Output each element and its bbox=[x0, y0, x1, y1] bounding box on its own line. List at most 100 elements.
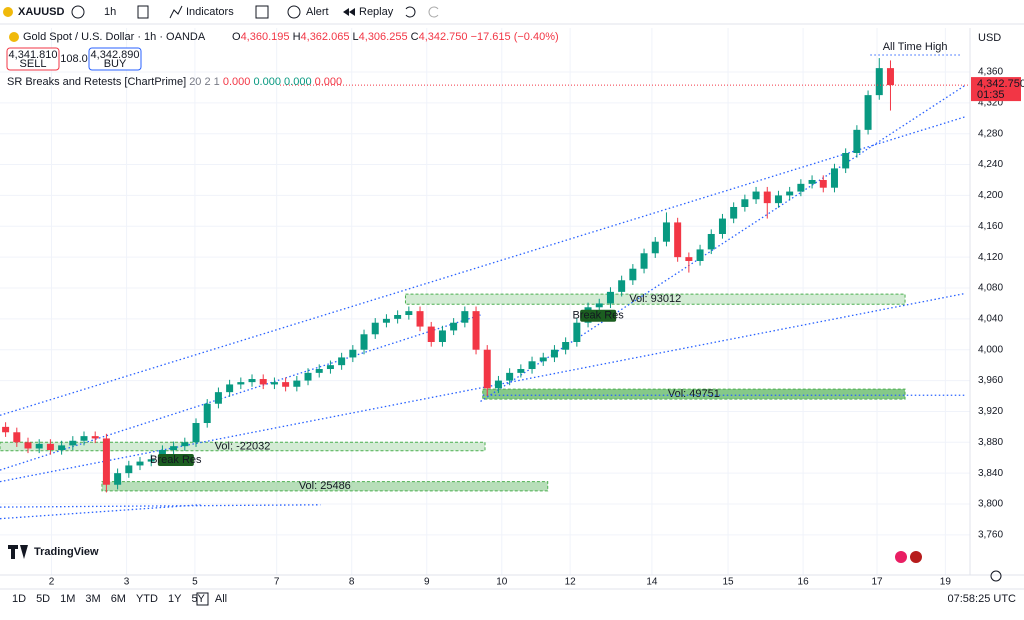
y-tick-label: 3,840 bbox=[978, 468, 1003, 479]
candle-body bbox=[214, 392, 222, 404]
break-label: Break Res bbox=[150, 454, 202, 466]
candle-body bbox=[685, 257, 693, 261]
currency[interactable]: USD bbox=[978, 32, 1001, 44]
layouts[interactable] bbox=[255, 5, 269, 19]
ath-label: All Time High bbox=[883, 41, 948, 53]
replay[interactable]: Replay bbox=[359, 6, 394, 18]
candle-body bbox=[237, 382, 245, 385]
y-tick-label: 4,200 bbox=[978, 190, 1003, 201]
candle-body bbox=[528, 361, 536, 370]
logo: TradingView bbox=[34, 546, 99, 558]
buy-button[interactable] bbox=[88, 47, 142, 71]
y-tick-label: 3,800 bbox=[978, 499, 1003, 510]
range-button[interactable]: 1M bbox=[60, 593, 75, 605]
candle-body bbox=[394, 315, 402, 319]
candle-body bbox=[853, 129, 861, 153]
logo-mark bbox=[8, 545, 28, 559]
goto-date[interactable] bbox=[196, 592, 209, 606]
alert[interactable]: Alert bbox=[306, 6, 329, 18]
candle-body bbox=[606, 291, 614, 304]
undo[interactable] bbox=[405, 6, 416, 18]
range-button[interactable]: 3M bbox=[85, 593, 100, 605]
x-tick-label: 15 bbox=[722, 577, 734, 588]
change: −17.615 (−0.40%) bbox=[471, 31, 559, 43]
event-icon[interactable] bbox=[895, 551, 907, 563]
zone-label: Vol: 93012 bbox=[629, 293, 681, 305]
candle-body bbox=[494, 380, 502, 389]
y-tick-label: 4,320 bbox=[978, 97, 1003, 108]
label: L bbox=[353, 31, 359, 43]
candle-body bbox=[69, 440, 77, 446]
sell-label: SELL bbox=[20, 58, 47, 70]
candle-body bbox=[125, 465, 133, 474]
trend-line bbox=[480, 84, 966, 402]
candle-body bbox=[774, 195, 782, 204]
price-axis: 3,760 3,800 3,840 3,880 3,920 3,960 4,000 4,040… bbox=[978, 67, 1003, 541]
sr-zone bbox=[404, 293, 906, 305]
y-tick-label: 3,880 bbox=[978, 437, 1003, 448]
symbol[interactable]: XAUUSD bbox=[18, 6, 65, 18]
value: 4,342.750 bbox=[419, 31, 468, 43]
redo[interactable] bbox=[428, 6, 439, 18]
range-button[interactable]: 1Y bbox=[168, 593, 182, 605]
sell-price: 4,341.810 bbox=[9, 49, 58, 61]
candle-body bbox=[886, 68, 894, 86]
range-button[interactable]: All bbox=[215, 593, 227, 605]
clock: 07:58:25 UTC bbox=[948, 593, 1017, 605]
candle-body bbox=[248, 379, 256, 383]
candle-body bbox=[102, 438, 110, 485]
range-button[interactable]: 6M bbox=[111, 593, 126, 605]
candle-body bbox=[763, 191, 771, 204]
candle-body bbox=[80, 436, 88, 441]
indicators-icon bbox=[169, 5, 183, 19]
y-tick-label: 3,920 bbox=[978, 406, 1003, 417]
candle-body bbox=[326, 365, 334, 370]
candle-body bbox=[808, 179, 816, 184]
settings[interactable] bbox=[990, 570, 1002, 582]
last-price-box bbox=[971, 77, 1021, 102]
candle-body bbox=[405, 311, 413, 316]
trend-line bbox=[0, 504, 321, 508]
indicators[interactable]: Indicators bbox=[186, 6, 234, 18]
break-label-box bbox=[580, 309, 617, 322]
chart-type[interactable] bbox=[137, 5, 149, 19]
y-tick-label: 4,240 bbox=[978, 159, 1003, 170]
zone-label: Vol: 49751 bbox=[668, 388, 720, 400]
candle-body bbox=[2, 426, 10, 433]
sell-button[interactable] bbox=[6, 47, 60, 71]
candle-body bbox=[46, 443, 54, 451]
buy-price: 4,342.890 bbox=[91, 49, 140, 61]
range-button[interactable]: 1D bbox=[12, 593, 26, 605]
candle-body bbox=[730, 206, 738, 219]
range-button[interactable]: 5D bbox=[36, 593, 50, 605]
candle-body bbox=[438, 330, 446, 343]
label: C bbox=[411, 31, 419, 43]
candle-body bbox=[830, 168, 838, 188]
candle-body bbox=[170, 446, 178, 451]
candle-body bbox=[472, 311, 480, 350]
buy-label: BUY bbox=[104, 58, 127, 70]
add-symbol[interactable] bbox=[71, 5, 85, 19]
candle-body bbox=[338, 357, 346, 366]
candle-body bbox=[24, 442, 32, 449]
candle-body bbox=[819, 179, 827, 188]
candle-body bbox=[427, 326, 435, 343]
y-tick-label: 4,000 bbox=[978, 344, 1003, 355]
candle-body bbox=[517, 369, 525, 373]
range-button[interactable]: YTD bbox=[136, 593, 158, 605]
interval[interactable]: 1h bbox=[104, 6, 116, 18]
candle-body bbox=[13, 432, 21, 443]
candle-body bbox=[752, 191, 760, 200]
y-tick-label: 3,960 bbox=[978, 375, 1003, 386]
range-button[interactable]: 5Y bbox=[191, 593, 205, 605]
x-tick-label: 3 bbox=[124, 577, 130, 588]
candle-body bbox=[629, 268, 637, 281]
flag-icon[interactable] bbox=[910, 551, 922, 563]
legend-icon bbox=[9, 32, 19, 42]
candle-body bbox=[786, 191, 794, 196]
y-tick-label: 4,120 bbox=[978, 252, 1003, 263]
y-tick-label: 4,280 bbox=[978, 128, 1003, 139]
y-tick-label: 4,080 bbox=[978, 283, 1003, 294]
y-tick-label: 3,760 bbox=[978, 530, 1003, 541]
candle-body bbox=[147, 459, 155, 462]
